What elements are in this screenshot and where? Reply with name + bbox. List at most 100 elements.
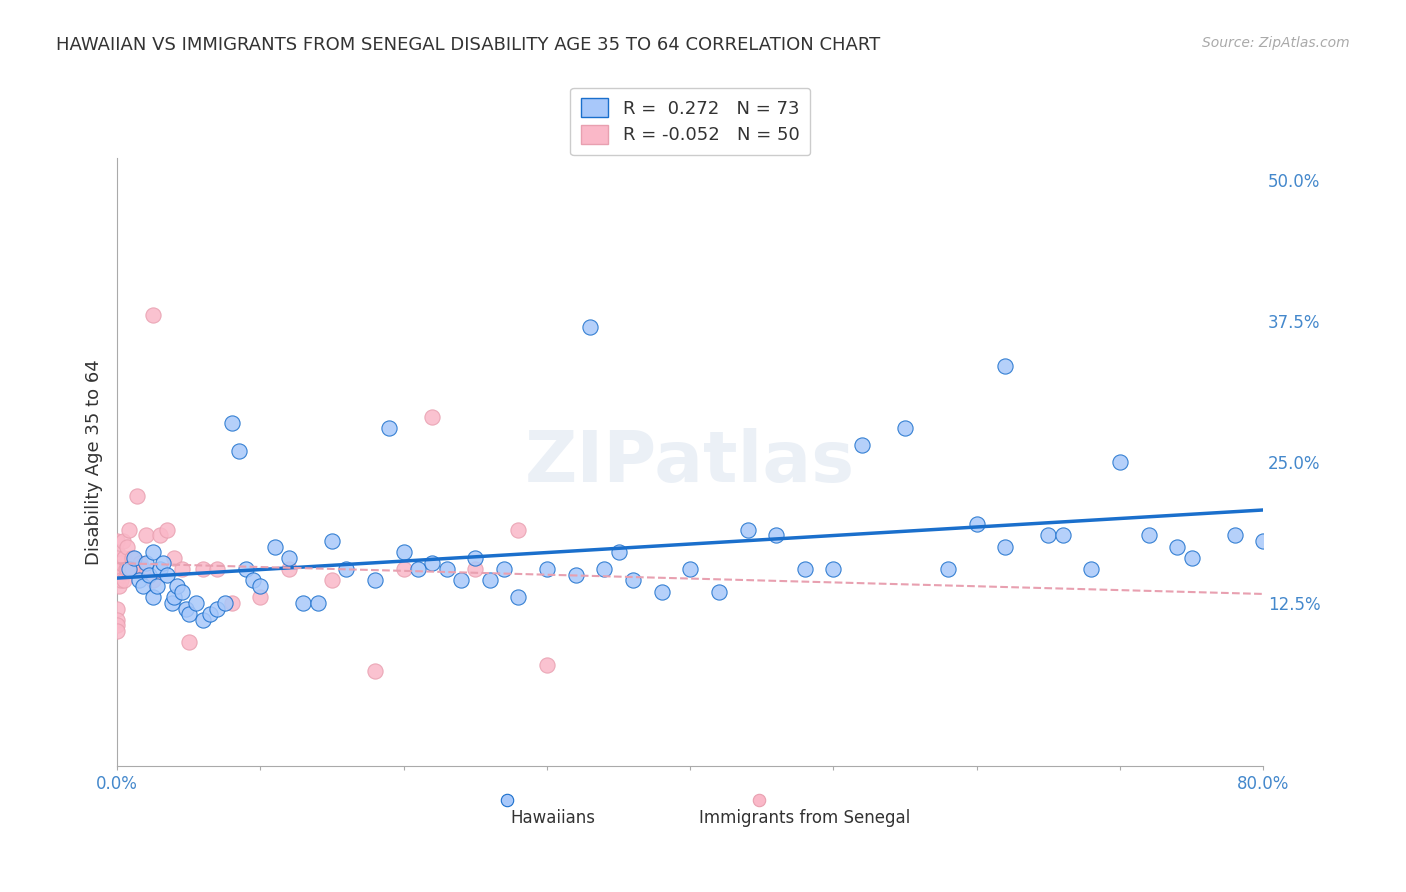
Point <box>112 550 135 565</box>
Point <box>894 421 917 435</box>
Point <box>1166 540 1188 554</box>
Point <box>1038 528 1060 542</box>
Point <box>307 596 329 610</box>
Text: Hawaiians: Hawaiians <box>510 809 595 827</box>
Point <box>135 557 157 571</box>
Point <box>105 533 128 548</box>
Point <box>110 574 132 588</box>
Point <box>242 574 264 588</box>
Point <box>221 416 243 430</box>
Text: Immigrants from Senegal: Immigrants from Senegal <box>699 809 911 827</box>
Point <box>149 562 172 576</box>
Point <box>508 523 530 537</box>
Point <box>579 319 602 334</box>
Point <box>536 562 558 576</box>
Point <box>1251 533 1274 548</box>
Point <box>111 533 134 548</box>
Point <box>214 596 236 610</box>
Point <box>156 523 179 537</box>
Point <box>335 562 357 576</box>
Point <box>994 540 1017 554</box>
Point <box>249 591 271 605</box>
Point <box>1080 562 1102 576</box>
Point <box>478 574 501 588</box>
Point <box>115 540 138 554</box>
Point <box>177 607 200 622</box>
Point <box>207 562 229 576</box>
Point <box>105 601 128 615</box>
Point <box>292 596 315 610</box>
Text: HAWAIIAN VS IMMIGRANTS FROM SENEGAL DISABILITY AGE 35 TO 64 CORRELATION CHART: HAWAIIAN VS IMMIGRANTS FROM SENEGAL DISA… <box>56 36 880 54</box>
Point <box>278 562 301 576</box>
Point <box>132 562 155 576</box>
Point <box>1137 528 1160 542</box>
Point <box>378 421 401 435</box>
Point <box>108 562 131 576</box>
Point <box>765 528 787 542</box>
Point <box>200 607 222 622</box>
Point <box>160 596 183 610</box>
Point <box>607 545 630 559</box>
Point <box>174 601 197 615</box>
Point <box>163 591 186 605</box>
Point <box>392 545 415 559</box>
Point <box>564 567 586 582</box>
Point <box>464 562 486 576</box>
Point <box>129 557 152 571</box>
Point <box>191 613 214 627</box>
Point <box>406 562 429 576</box>
Point <box>121 550 143 565</box>
Point <box>364 574 387 588</box>
Point <box>235 562 257 576</box>
Point <box>450 574 472 588</box>
Point <box>112 574 135 588</box>
Point <box>422 409 444 424</box>
Point <box>593 798 616 813</box>
Point <box>114 562 136 576</box>
Point <box>207 601 229 615</box>
Point <box>142 574 165 588</box>
Point <box>170 562 193 576</box>
Point <box>908 798 931 813</box>
Point <box>146 579 169 593</box>
Point <box>142 309 165 323</box>
Point <box>115 562 138 576</box>
Point <box>737 523 759 537</box>
Point <box>132 579 155 593</box>
Point <box>124 562 146 576</box>
Point <box>118 562 141 576</box>
Point <box>128 574 150 588</box>
Point <box>184 596 207 610</box>
Point <box>107 562 129 576</box>
Point <box>105 574 128 588</box>
Point <box>142 591 165 605</box>
Point <box>105 562 128 576</box>
Point <box>492 562 515 576</box>
Point <box>108 567 131 582</box>
Point <box>124 550 146 565</box>
Point <box>163 550 186 565</box>
Point <box>110 557 132 571</box>
Text: Source: ZipAtlas.com: Source: ZipAtlas.com <box>1202 36 1350 50</box>
Point <box>105 624 128 638</box>
Point <box>364 664 387 678</box>
Point <box>621 574 644 588</box>
Point <box>142 545 165 559</box>
Point <box>422 557 444 571</box>
Point <box>1109 455 1132 469</box>
Point <box>536 657 558 672</box>
Point <box>121 562 143 576</box>
Point <box>707 584 730 599</box>
Point <box>135 528 157 542</box>
Point <box>679 562 702 576</box>
Point <box>263 540 285 554</box>
Point <box>1052 528 1074 542</box>
Point <box>278 550 301 565</box>
Point <box>221 596 243 610</box>
Point <box>436 562 458 576</box>
Point <box>793 562 815 576</box>
Point <box>1223 528 1246 542</box>
Point <box>321 533 343 548</box>
Point <box>177 635 200 649</box>
Point <box>191 562 214 576</box>
